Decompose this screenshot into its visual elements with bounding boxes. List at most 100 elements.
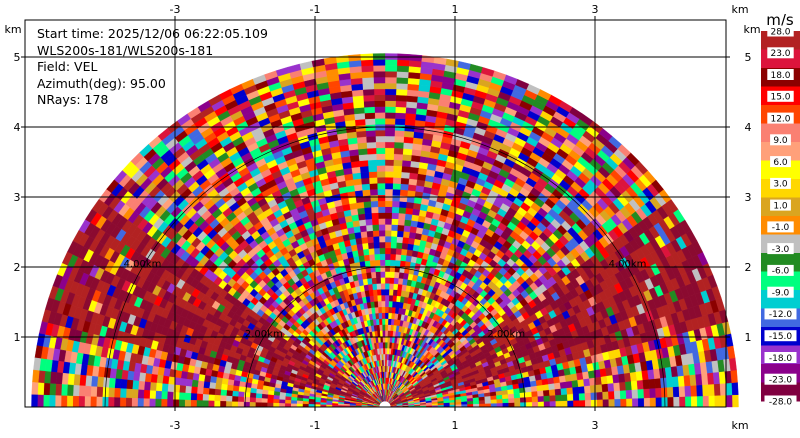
radar-gate-cell <box>384 265 391 272</box>
radar-gate-cell <box>402 154 412 162</box>
radar-gate-cell <box>369 194 379 202</box>
radar-gate-cell <box>567 400 574 408</box>
radar-gate-cell <box>542 389 550 397</box>
radar-gate-cell <box>360 59 374 67</box>
radar-gate-cell <box>379 259 386 266</box>
radar-gate-cell <box>367 242 375 250</box>
radar-gate-cell <box>356 207 365 215</box>
radar-gate-cell <box>726 394 733 408</box>
radar-gate-cell <box>396 77 409 84</box>
radar-gate-cell <box>619 389 627 400</box>
radar-gate-cell <box>396 236 404 244</box>
radar-gate-cell <box>405 101 418 109</box>
radar-gate-cell <box>636 379 644 390</box>
radar-gate-cell <box>384 88 397 96</box>
radar-gate-cell <box>375 153 386 160</box>
radar-gate-cell <box>372 235 380 243</box>
radar-gate-cell <box>371 218 379 226</box>
radar-gate-cell <box>359 165 369 173</box>
radar-gate-cell <box>421 55 435 64</box>
radar-gate-cell <box>678 385 686 397</box>
radar-gate-cell <box>502 402 509 408</box>
radar-gate-cell <box>368 248 375 255</box>
radar-gate-cell <box>594 376 603 386</box>
radar-gate-cell <box>401 165 411 173</box>
radar-gate-cell <box>708 383 715 396</box>
radar-gate-cell <box>362 88 375 96</box>
radar-gate-cell <box>384 153 395 160</box>
radar-gate-cell <box>384 347 388 355</box>
radar-gate-cell <box>608 398 616 408</box>
radar-gate-cell <box>525 396 533 403</box>
radar-gate-cell <box>732 394 739 408</box>
radar-gate-cell <box>355 130 367 138</box>
radar-gate-cell <box>384 241 392 249</box>
radar-gate-cell <box>514 402 521 408</box>
radar-gate-cell <box>731 382 739 396</box>
radar-gate-cell <box>384 141 395 149</box>
radar-gate-cell <box>384 188 393 196</box>
radar-gate-cell <box>363 201 372 209</box>
radar-gate-cell <box>395 242 403 250</box>
radar-gate-cell <box>708 395 716 408</box>
radar-gate-cell <box>384 230 392 237</box>
radar-gate-cell <box>373 82 386 90</box>
radar-gate-cell <box>390 247 397 255</box>
radar-gate-cell <box>396 65 410 73</box>
radar-gate-cell <box>397 218 405 226</box>
radar-gate-cell <box>395 253 402 261</box>
radar-gate-cell <box>369 183 378 190</box>
radar-gate-cell <box>372 224 380 231</box>
radar-gate-cell <box>554 388 562 396</box>
radar-gate-cell <box>536 384 544 392</box>
radar-gate-cell <box>384 212 393 219</box>
radar-gate-cell <box>384 200 393 208</box>
radar-gate-cell <box>367 153 377 161</box>
radar-gate-cell <box>549 394 557 402</box>
radar-gate-cell <box>376 283 382 290</box>
radar-gate-cell <box>561 400 568 408</box>
radar-gate-cell <box>484 399 492 404</box>
radar-gate-cell <box>560 387 568 395</box>
radar-gate-cell <box>368 171 378 179</box>
radar-gate-cell <box>384 218 392 225</box>
radar-gate-cell <box>496 402 503 408</box>
radar-gate-cell <box>405 255 412 263</box>
radar-gate-cell <box>387 312 392 320</box>
radar-gate-cell <box>402 230 410 239</box>
radar-gate-cell <box>388 283 394 290</box>
radar-gate-cell <box>369 259 376 267</box>
radar-gate-cell <box>404 213 413 221</box>
radar-gate-cell <box>361 189 371 197</box>
radar-gate-cell <box>365 224 373 232</box>
radar-gate-cell <box>394 130 405 137</box>
radar-gate-cell <box>630 380 638 390</box>
radar-gate-cell <box>401 242 409 250</box>
radar-gate-cell <box>373 88 386 96</box>
radar-data-sectors <box>31 53 739 408</box>
radar-gate-cell <box>375 147 386 155</box>
radar-gate-cell <box>393 147 404 155</box>
radar-gate-cell <box>384 300 389 308</box>
radar-gate-cell <box>388 300 393 308</box>
radar-gate-cell <box>537 395 545 402</box>
radar-gate-cell <box>565 380 573 389</box>
radar-gate-cell <box>374 253 381 261</box>
radar-gate-cell <box>602 398 610 408</box>
radar-gate-cell <box>531 396 539 403</box>
radar-gate-cell <box>370 206 379 214</box>
radar-gate-cell <box>384 259 391 266</box>
radar-gate-cell <box>389 277 395 284</box>
radar-gate-cell <box>405 107 417 115</box>
radar-gate-cell <box>356 136 367 144</box>
radar-gate-cell <box>384 129 395 137</box>
radar-gate-cell <box>358 154 368 162</box>
radar-gate-cell <box>384 294 390 302</box>
radar-gate-cell <box>376 182 386 190</box>
radar-gate-cell <box>376 176 386 184</box>
radar-gate-cell <box>679 396 686 408</box>
radar-gate-cell <box>360 230 368 239</box>
radar-gate-cell <box>392 171 402 179</box>
radar-gate-cell <box>595 383 603 393</box>
